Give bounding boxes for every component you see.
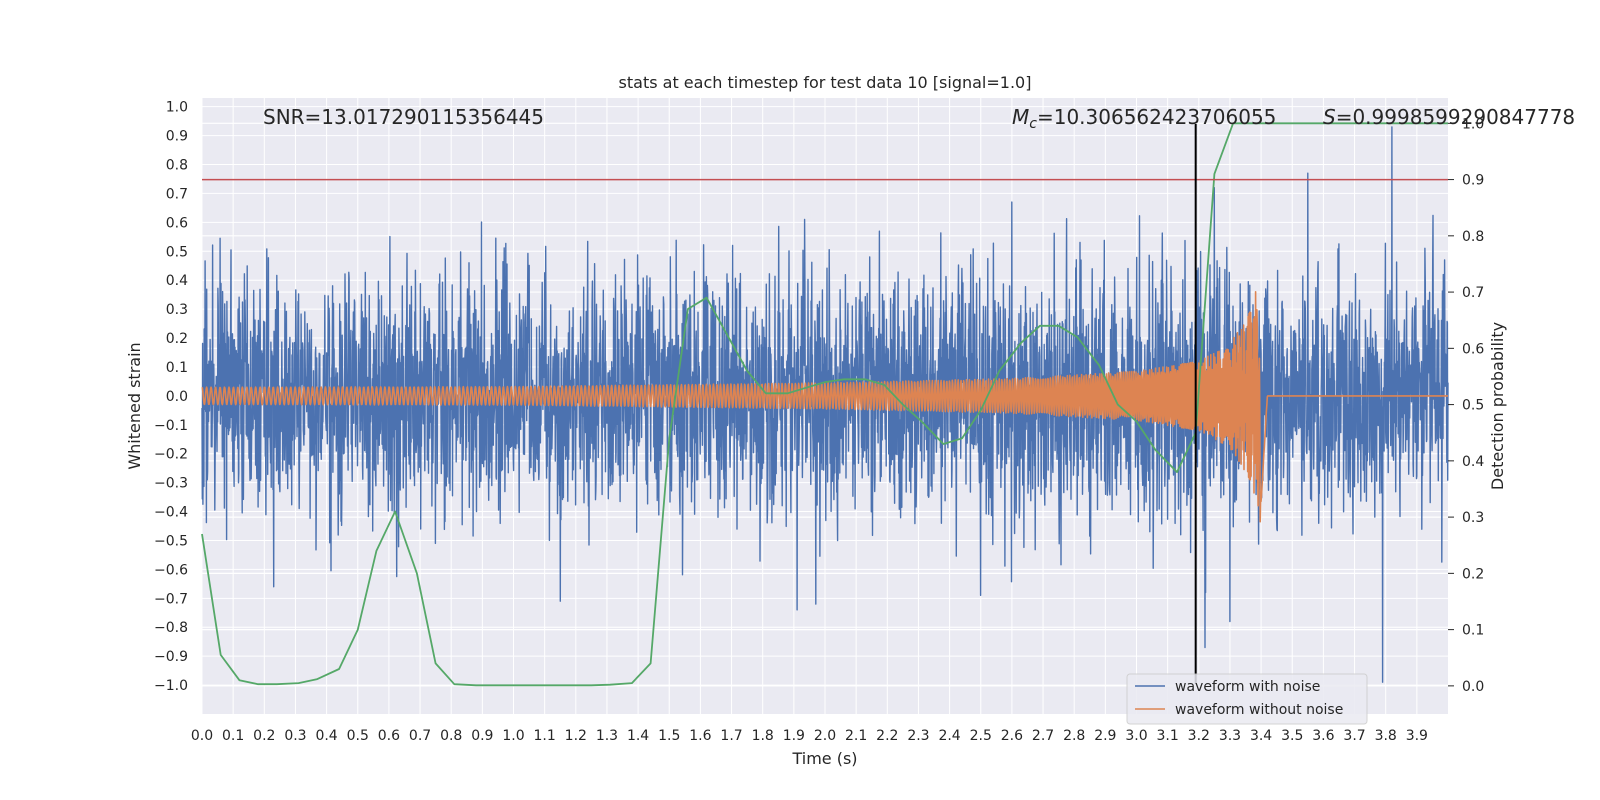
x-tick-label: 1.4 (627, 728, 649, 744)
x-tick-label: 0.6 (378, 728, 400, 744)
x-tick-label: 3.4 (1250, 728, 1272, 744)
x-tick-label: 3.3 (1219, 728, 1241, 744)
x-tick-label: 3.5 (1281, 728, 1303, 744)
y-tick-label: 0.9 (166, 129, 188, 145)
y-tick-label: −0.7 (154, 591, 188, 607)
mc-subscript: c (1029, 116, 1037, 132)
x-axis-label: Time (s) (791, 749, 857, 768)
x-tick-label: 0.7 (409, 728, 431, 744)
y2-tick-label: 0.7 (1462, 285, 1484, 301)
x-tick-label: 2.4 (938, 728, 960, 744)
s-value: =0.9998599290847778 (1336, 105, 1575, 129)
y-tick-label: 0.6 (166, 215, 188, 231)
chart-title: stats at each timestep for test data 10 … (619, 73, 1032, 92)
x-tick-label: 0.3 (284, 728, 306, 744)
x-tick-label: 3.9 (1406, 728, 1428, 744)
y-tick-label: 0.2 (166, 331, 188, 347)
y-tick-label: −0.1 (154, 418, 188, 434)
y-tick-label: −0.5 (154, 533, 188, 549)
legend-box (1126, 673, 1368, 725)
y2-tick-label: 0.4 (1462, 454, 1484, 470)
y2-axis-label: Detection probability (1488, 322, 1507, 490)
y2-tick-label: 0.3 (1462, 510, 1484, 526)
y2-tick-label: 1.0 (1462, 116, 1484, 132)
snr-annotation: SNR=13.017290115356445 (263, 105, 544, 129)
probability-line (201, 122, 1448, 687)
y-tick-label: 0.0 (166, 389, 188, 405)
y-tick-label: −1.0 (154, 678, 188, 694)
y2-tick-label: 0.0 (1462, 679, 1484, 695)
x-tick-label: 0.4 (315, 728, 337, 744)
y-tick-label: 0.3 (166, 302, 188, 318)
legend-label-noise: waveform with noise (1175, 679, 1320, 695)
x-tick-label: 3.8 (1375, 728, 1397, 744)
x-tick-label: 0.2 (253, 728, 275, 744)
x-tick-label: 3.1 (1157, 728, 1179, 744)
series-detection-probability (201, 122, 1448, 687)
x-tick-label: 1.0 (502, 728, 524, 744)
x-tick-label: 1.1 (534, 728, 556, 744)
legend-label-clean: waveform without noise (1175, 702, 1343, 718)
x-tick-label: 2.6 (1001, 728, 1023, 744)
x-tick-label: 2.3 (907, 728, 929, 744)
x-tick-label: 1.9 (783, 728, 805, 744)
mc-annotation: Mc=10.306562423706055 (1012, 105, 1276, 132)
y-tick-label: 1.0 (166, 100, 188, 116)
y-tick-label: 0.1 (166, 360, 188, 376)
y2-tick-label: 0.5 (1462, 398, 1484, 414)
x-tick-label: 0.0 (191, 728, 213, 744)
x-tick-label: 2.9 (1094, 728, 1116, 744)
x-tick-label: 3.7 (1343, 728, 1365, 744)
y-tick-label: 0.4 (166, 273, 188, 289)
y2-tick-label: 0.2 (1462, 566, 1484, 582)
y-tick-label: 0.5 (166, 244, 188, 260)
mc-value: =10.306562423706055 (1037, 105, 1276, 129)
x-tick-label: 2.1 (845, 728, 867, 744)
x-tick-label: 1.3 (596, 728, 618, 744)
y-tick-label: −0.9 (154, 649, 188, 665)
y2-tick-label: 0.6 (1462, 341, 1484, 357)
y-tick-label: 0.8 (166, 158, 188, 174)
y2-tick-label: 0.8 (1462, 229, 1484, 245)
x-tick-label: 0.9 (471, 728, 493, 744)
y-tick-label: −0.3 (154, 476, 188, 492)
y-axis-label: Whitened strain (125, 342, 144, 469)
s-annotation: S=0.9998599290847778 (1323, 105, 1575, 129)
x-tick-label: 2.5 (970, 728, 992, 744)
x-tick-label: 0.5 (347, 728, 369, 744)
x-tick-label: 2.2 (876, 728, 898, 744)
legend: waveform with noise waveform without noi… (1126, 673, 1368, 725)
x-tick-label: 0.8 (440, 728, 462, 744)
x-tick-label: 1.6 (689, 728, 711, 744)
x-tick-label: 0.1 (222, 728, 244, 744)
mc-symbol: M (1012, 105, 1029, 129)
tick-labels: 0.0 0.1 0.2 0.3 0.4 0.5 0.6 0.7 0.8 0.9 1.0 1.1 1.2 1… (154, 100, 1484, 744)
y2-tick-label: 0.9 (1462, 173, 1484, 189)
x-tick-label: 1.8 (752, 728, 774, 744)
x-tick-label: 1.7 (720, 728, 742, 744)
y-tick-label: −0.4 (154, 505, 188, 521)
x-tick-label: 2.0 (814, 728, 836, 744)
chirp-line (201, 291, 1449, 523)
x-tick-label: 2.7 (1032, 728, 1054, 744)
y2-tick-label: 0.1 (1462, 623, 1484, 639)
x-tick-label: 2.8 (1063, 728, 1085, 744)
x-tick-label: 3.0 (1125, 728, 1147, 744)
y-tick-label: −0.2 (154, 447, 188, 463)
x-tick-label: 1.5 (658, 728, 680, 744)
s-symbol: S (1323, 105, 1336, 129)
x-tick-label: 3.2 (1188, 728, 1210, 744)
series-waveform-without-noise (201, 291, 1449, 523)
y-tick-label: −0.6 (154, 562, 188, 578)
overlays (202, 124, 1448, 684)
x-tick-label: 3.6 (1312, 728, 1334, 744)
x-tick-label: 1.2 (565, 728, 587, 744)
y-tick-label: −0.8 (154, 620, 188, 636)
y-tick-label: 0.7 (166, 186, 188, 202)
